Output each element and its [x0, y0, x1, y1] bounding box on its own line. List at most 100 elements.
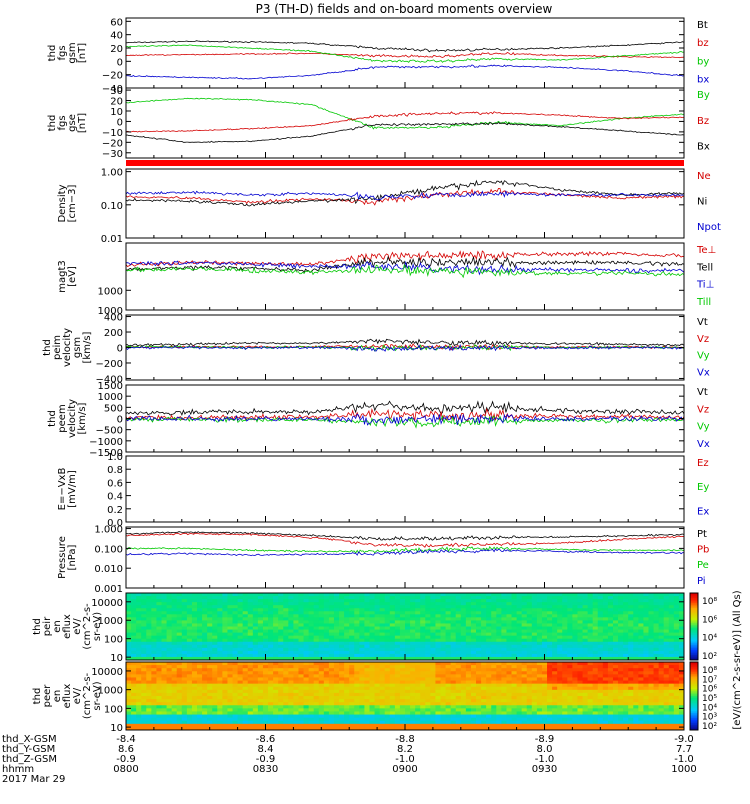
heatmap-cell — [253, 636, 259, 640]
heatmap-cell — [583, 593, 589, 597]
heatmap-cell — [126, 718, 132, 722]
heatmap-cell — [598, 630, 604, 634]
heatmap-cell — [187, 636, 193, 640]
heatmap-cell — [577, 690, 583, 694]
heatmap-cell — [212, 602, 218, 606]
heatmap-cell — [329, 693, 335, 697]
heatmap-cell — [288, 718, 294, 722]
heatmap-cell — [309, 633, 315, 637]
heatmap-cell — [425, 602, 431, 606]
heatmap-cell — [608, 715, 614, 719]
heatmap-cell — [369, 687, 375, 691]
heatmap-cell — [527, 702, 533, 706]
heatmap-cell — [359, 721, 365, 725]
heatmap-cell — [588, 608, 594, 612]
heatmap-cell — [415, 715, 421, 719]
heatmap-cell — [253, 602, 259, 606]
heatmap-cell — [375, 608, 381, 612]
heatmap-cell — [430, 599, 436, 603]
heatmap-cell — [233, 662, 239, 666]
heatmap-cell — [187, 665, 193, 669]
heatmap-cell — [547, 630, 553, 634]
heatmap-cell — [476, 715, 482, 719]
heatmap-cell — [192, 630, 198, 634]
heatmap-cell — [192, 636, 198, 640]
heatmap-cell — [491, 608, 497, 612]
heatmap-cell — [233, 665, 239, 669]
heatmap-cell — [182, 639, 188, 643]
heatmap-cell — [466, 627, 472, 631]
heatmap-cell — [410, 677, 416, 681]
heatmap-cell — [385, 617, 391, 621]
heatmap-cell — [309, 718, 315, 722]
heatmap-cell — [643, 627, 649, 631]
heatmap-cell — [486, 690, 492, 694]
heatmap-cell — [314, 699, 320, 703]
heatmap-cell — [451, 699, 457, 703]
heatmap-cell — [324, 702, 330, 706]
heatmap-cell — [187, 684, 193, 688]
heatmap-cell — [172, 611, 178, 615]
heatmap-cell — [177, 617, 183, 621]
heatmap-cell — [349, 605, 355, 609]
heatmap-cell — [131, 617, 137, 621]
heatmap-cell — [486, 715, 492, 719]
heatmap-cell — [512, 642, 518, 646]
heatmap-cell — [593, 651, 599, 655]
heatmap-cell — [375, 611, 381, 615]
heatmap-cell — [598, 684, 604, 688]
legend-Bx: Bx — [697, 142, 710, 153]
heatmap-cell — [532, 648, 538, 652]
heatmap-cell — [319, 623, 325, 627]
heatmap-cell — [344, 596, 350, 600]
heatmap-cell — [420, 605, 426, 609]
heatmap-cell — [309, 674, 315, 678]
heatmap-cell — [309, 611, 315, 615]
heatmap-cell — [446, 608, 452, 612]
heatmap-cell — [501, 687, 507, 691]
heatmap-cell — [167, 708, 173, 712]
heatmap-cell — [588, 648, 594, 652]
heatmap-cell — [364, 665, 370, 669]
heatmap-cell — [481, 662, 487, 666]
heatmap-cell — [425, 674, 431, 678]
heatmap-cell — [248, 711, 254, 715]
heatmap-cell — [273, 639, 279, 643]
heatmap-cell — [156, 654, 162, 658]
heatmap-cell — [344, 668, 350, 672]
heatmap-cell — [577, 687, 583, 691]
heatmap-cell — [547, 627, 553, 631]
heatmap-cell — [151, 593, 157, 597]
heatmap-cell — [567, 681, 573, 685]
heatmap-cell — [131, 718, 137, 722]
heatmap-cell — [593, 702, 599, 706]
heatmap-cell — [572, 674, 578, 678]
heatmap-cell — [598, 614, 604, 618]
heatmap-cell — [633, 596, 639, 600]
heatmap-cell — [248, 617, 254, 621]
heatmap-cell — [435, 690, 441, 694]
heatmap-cell — [400, 665, 406, 669]
heatmap-cell — [146, 718, 152, 722]
heatmap-cell — [298, 614, 304, 618]
heatmap-cell — [253, 614, 259, 618]
heatmap-cell — [364, 608, 370, 612]
heatmap-cell — [268, 645, 274, 649]
heatmap-cell — [278, 671, 284, 675]
heatmap-cell — [643, 617, 649, 621]
y-tick-label: 10 — [110, 653, 123, 664]
heatmap-cell — [298, 718, 304, 722]
heatmap-cell — [557, 599, 563, 603]
heatmap-cell — [126, 651, 132, 655]
heatmap-cell — [567, 630, 573, 634]
heatmap-cell — [344, 674, 350, 678]
heatmap-cell — [202, 662, 208, 666]
heatmap-cell — [364, 602, 370, 606]
heatmap-cell — [506, 639, 512, 643]
heatmap-cell — [552, 662, 558, 666]
heatmap-cell — [192, 684, 198, 688]
heatmap-cell — [304, 639, 310, 643]
heatmap-cell — [618, 605, 624, 609]
heatmap-cell — [151, 645, 157, 649]
heatmap-cell — [162, 708, 168, 712]
